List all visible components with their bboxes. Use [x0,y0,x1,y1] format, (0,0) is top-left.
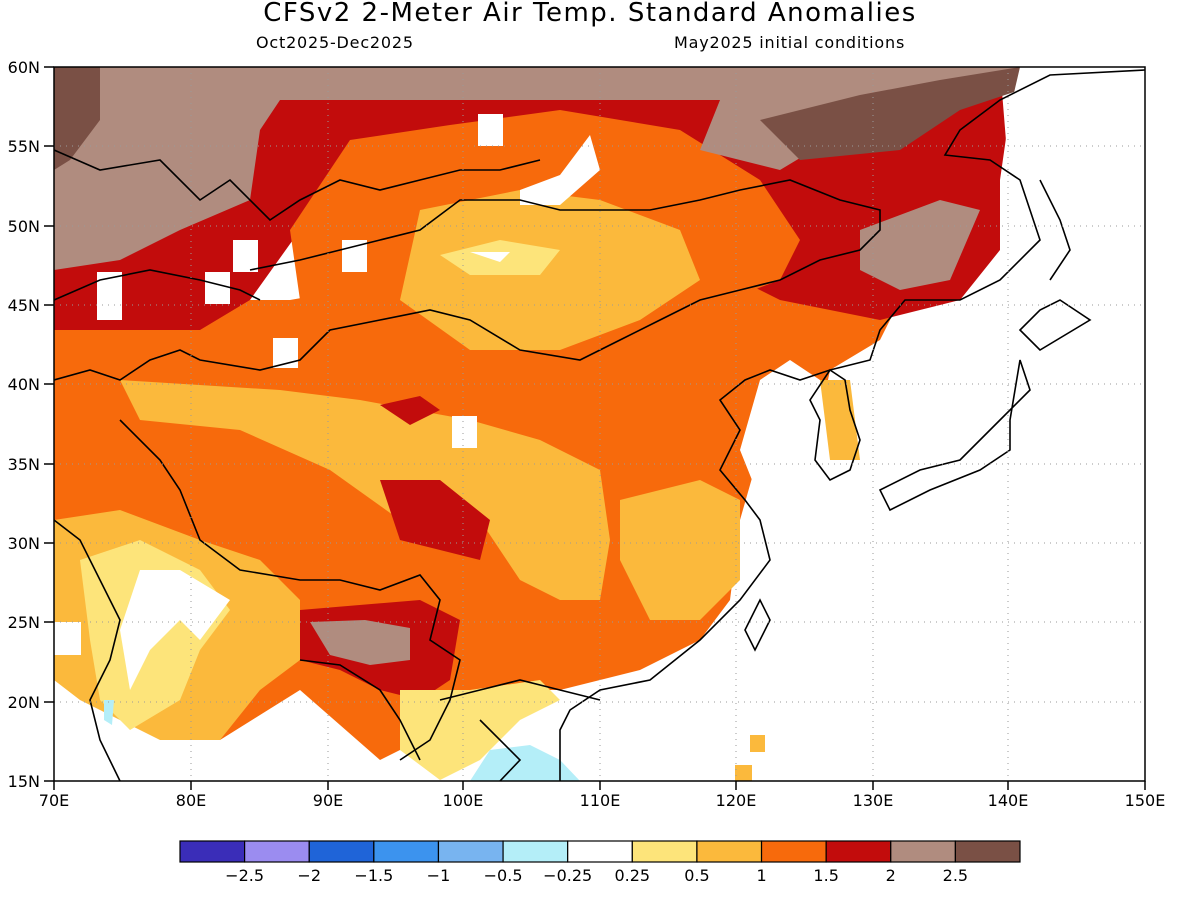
colorbar-swatch [244,840,310,863]
lon-tick: 130E [853,791,894,810]
anomaly-region-ladakh-hot [380,396,440,425]
colorbar-swatch [308,840,375,863]
anomaly-region-manchuria [860,200,980,290]
map-title: CFSv2 2-Meter Air Temp. Standard Anomali… [263,0,917,28]
ocean-east [600,67,1145,781]
lat-tick: 20N [8,693,40,712]
anomaly-region-indochina-cool [470,745,580,781]
colorbar-label: 0.25 [614,866,650,885]
coastlines [54,69,1145,781]
colorbar-label: 2 [886,866,896,885]
anomaly-region-luzon [735,765,752,781]
colorbar-swatch [954,840,1021,863]
lat-tick: 15N [8,772,40,791]
anomaly-region-korea-2 [820,380,860,460]
colorbar-label: 1 [756,866,766,885]
lon-tick: 100E [443,791,484,810]
colorbar-swatch [631,840,698,863]
colorbar-label: −0.25 [543,866,592,885]
colorbar-label: −0.5 [484,866,523,885]
colorbar-swatch [373,840,440,863]
anomaly-region-myanmar-peak [310,620,410,665]
anomaly-region-core [470,252,510,262]
anomaly-region-tibet [120,380,610,600]
anomaly-region-eastchina [620,480,740,620]
colorbar-label: −1.5 [354,866,393,885]
anomaly-region-taiwan [750,735,765,752]
lon-tick: 120E [716,791,757,810]
colorbar-swatch [567,840,633,863]
latitude-labels: 60N 55N 50N 45N 40N 35N 30N 25N 20N 15N [8,58,40,791]
lon-tick: 140E [988,791,1029,810]
anomaly-region-indochina [400,680,560,780]
lon-tick: 80E [176,791,206,810]
initial-conditions: May2025 initial conditions [674,33,906,52]
lon-tick-marks [53,781,1146,790]
lat-tick: 35N [8,455,40,474]
colorbar [179,840,1021,863]
colorbar-label: 2.5 [943,866,968,885]
anomaly-field [54,67,1145,781]
lat-tick: 40N [8,375,40,394]
anomaly-region-farnorth-peak [760,67,1020,160]
colorbar-label: 0.5 [684,866,709,885]
colorbar-label: −2 [297,866,321,885]
lat-tick: 25N [8,613,40,632]
colorbar-swatch [179,840,246,863]
colorbar-labels: −2.5 −2 −1.5 −1 −0.5 −0.25 0.25 0.5 1 1.5 2 2.5 [225,866,968,885]
colorbar-label: 1.5 [813,866,838,885]
colorbar-label: −2.5 [225,866,264,885]
lon-tick: 150E [1125,791,1166,810]
forecast-period: Oct2025-Dec2025 [256,33,414,52]
anomaly-region-northwest-peak [54,67,100,170]
lat-tick-marks [44,66,54,782]
graticule [54,67,1145,781]
colorbar-label: −1 [427,866,451,885]
lon-tick: 110E [580,791,621,810]
anomaly-region-india-cool [104,700,114,725]
lat-tick: 60N [8,58,40,77]
colorbar-swatch [696,840,763,863]
colorbar-swatch [890,840,956,863]
longitude-labels: 70E 80E 90E 100E 110E 120E 130E 140E 150… [39,791,1166,810]
anomaly-region-india-neutral [120,570,230,690]
lat-tick: 50N [8,217,40,236]
colorbar-swatch [825,840,892,863]
anomaly-region-central [400,190,700,350]
lon-tick: 90E [313,791,343,810]
colorbar-swatch [437,840,504,863]
colorbar-swatch [760,840,827,863]
lon-tick: 70E [39,791,69,810]
colorbar-swatch [502,840,569,863]
lat-tick: 55N [8,137,40,156]
lat-tick: 45N [8,296,40,315]
lat-tick: 30N [8,534,40,553]
